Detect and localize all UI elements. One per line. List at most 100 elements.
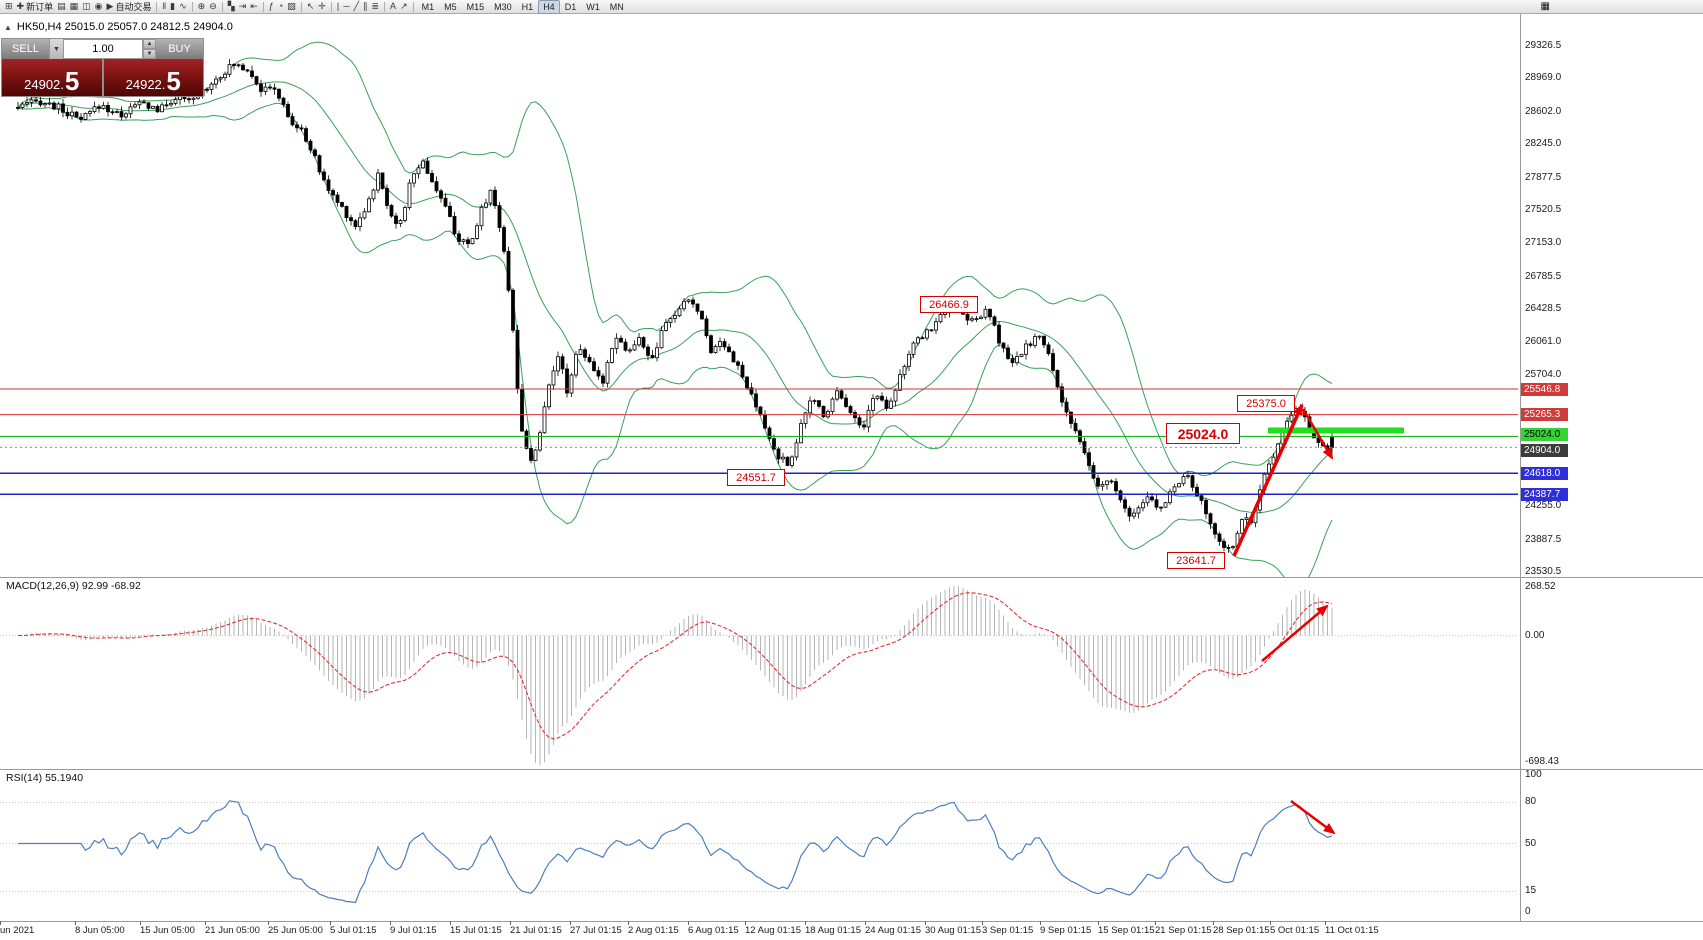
price-callout[interactable]: 25024.0	[1166, 423, 1240, 444]
time-axis-label: 12 Aug 01:15	[745, 925, 801, 936]
tile-windows-icon: ▚	[227, 1, 235, 11]
volume-decrease-button[interactable]: ▼	[143, 49, 156, 59]
periods-icon: ◔	[277, 1, 284, 11]
toolbar-separator	[191, 1, 193, 12]
volume-input[interactable]	[63, 39, 143, 59]
time-axis-label: un 2021	[0, 925, 35, 936]
tile-windows-icon[interactable]: ▚	[226, 1, 237, 13]
new-chart-icon[interactable]: ⊞	[3, 1, 15, 13]
buy-price-fraction: 5	[166, 66, 181, 97]
toolbar-separator	[262, 1, 264, 12]
price-axis-label: 28245.0	[1525, 138, 1562, 150]
price-axis-label: 28969.0	[1525, 72, 1562, 84]
time-axis-label: 21 Jul 01:15	[510, 925, 562, 936]
auto-scroll-icon: ⇥	[238, 1, 247, 11]
timeframe-m30[interactable]: M30	[494, 1, 512, 12]
chart-shift-icon[interactable]: ⇤	[248, 1, 260, 13]
auto-scroll-icon[interactable]: ⇥	[237, 1, 249, 13]
zoom-out-icon: ⊖	[209, 1, 217, 11]
periods-icon[interactable]: ◔	[276, 1, 285, 13]
rsi-label: RSI(14) 55.1940	[6, 772, 84, 784]
price-axis-label: 27877.5	[1525, 171, 1562, 183]
sell-price-button[interactable]: 24902. 5	[2, 59, 102, 96]
one-click-collapse-arrow[interactable]: ▲	[4, 22, 12, 32]
toolbar-separator	[330, 1, 332, 12]
time-axis-label: 5 Oct 01:15	[1270, 925, 1320, 936]
price-axis-label: 23530.5	[1525, 566, 1562, 577]
indicators-icon[interactable]: ƒ	[267, 1, 276, 13]
data-window-icon[interactable]: ▦	[68, 1, 81, 13]
candlestick-chart-icon: ▮	[170, 1, 176, 11]
chart-window-icon[interactable]: ▦	[1540, 1, 1550, 12]
candlestick-chart-icon[interactable]: ▮	[168, 1, 177, 13]
line-chart-icon[interactable]: ∿	[177, 1, 189, 13]
volume-dropdown[interactable]: ▼	[49, 39, 63, 59]
time-axis-label: 3 Sep 01:15	[982, 925, 1034, 936]
price-callout[interactable]: 23641.7	[1167, 552, 1225, 569]
crosshair-icon: ✛	[318, 1, 326, 11]
timeframe-w1[interactable]: W1	[586, 1, 600, 12]
timeframe-m15[interactable]: M15	[466, 1, 485, 12]
time-axis-label: 24 Aug 01:15	[865, 925, 921, 936]
timeframe-h4[interactable]: H4	[538, 0, 560, 14]
time-axis-label: 8 Jun 05:00	[75, 925, 125, 936]
zoom-in-icon[interactable]: ⊕	[196, 1, 208, 13]
horizontal-line-icon[interactable]: ─	[341, 1, 351, 13]
zoom-in-icon: ⊕	[197, 1, 206, 11]
templates-icon[interactable]: ▨	[285, 1, 298, 13]
text-label-icon[interactable]: A	[388, 1, 398, 13]
toolbar-separator	[156, 1, 158, 12]
crosshair-icon[interactable]: ✛	[316, 1, 328, 13]
vertical-line-icon[interactable]: |	[335, 1, 341, 13]
bar-chart-icon[interactable]: ‖	[160, 1, 168, 13]
time-axis-label: 27 Jul 01:15	[570, 925, 622, 936]
price-callout[interactable]: 26466.9	[920, 296, 978, 313]
text-label-icon: A	[390, 1, 397, 11]
trendline-icon[interactable]: ╱	[352, 1, 361, 13]
navigator-icon: ◫	[82, 1, 91, 11]
zoom-out-icon[interactable]: ⊖	[207, 1, 219, 13]
buy-button[interactable]: BUY	[156, 39, 203, 59]
macd-axis-label: 268.52	[1525, 581, 1556, 592]
price-axis-label: 26785.5	[1525, 270, 1562, 282]
volume-increase-button[interactable]: ▲	[143, 39, 156, 49]
price-tag: 25024.0	[1521, 427, 1568, 441]
buy-price-button[interactable]: 24922. 5	[103, 59, 203, 97]
market-watch-icon[interactable]: ▤	[55, 1, 68, 13]
market-watch-icon: ▤	[57, 1, 66, 11]
timeframe-h1[interactable]: H1	[521, 1, 534, 12]
macd-axis-label: -698.43	[1525, 756, 1559, 767]
symbol-info-text: HK50,H4 25015.0 25057.0 24812.5 24904.0	[16, 21, 233, 33]
price-tag: 25265.3	[1521, 408, 1568, 422]
autotrading-button[interactable]: ▶ 自动交易	[105, 1, 154, 13]
autotrading-button: ▶	[106, 1, 114, 11]
toolbar-separator	[300, 1, 302, 12]
toolbar-separator	[384, 1, 386, 12]
timeframe-d1[interactable]: D1	[564, 1, 577, 12]
symbol-info: ▲ HK50,H4 25015.0 25057.0 24812.5 24904.…	[4, 21, 233, 33]
time-axis-label: 21 Jun 05:00	[205, 925, 260, 936]
time-axis-label: 15 Jun 05:00	[140, 925, 195, 936]
cursor-icon[interactable]: ↖	[305, 1, 317, 13]
bar-chart-icon: ‖	[162, 1, 167, 11]
price-tag: 24387.7	[1521, 487, 1568, 501]
timeframe-m5[interactable]: M5	[444, 1, 457, 12]
price-callout[interactable]: 25375.0	[1237, 395, 1295, 412]
time-axis-label: 5 Jul 01:15	[330, 925, 377, 936]
fibonacci-icon[interactable]: ≣	[370, 1, 382, 13]
price-callout[interactable]: 24551.7	[727, 469, 785, 486]
macd-axis-label: 0.00	[1525, 629, 1545, 641]
new-chart-icon: ⊞	[5, 1, 13, 11]
timeframe-mn[interactable]: MN	[609, 1, 624, 12]
equidistant-channel-icon[interactable]: ∥	[361, 1, 370, 13]
sell-button[interactable]: SELL	[2, 39, 49, 59]
new-order-button[interactable]: ✚ 新订单	[15, 1, 56, 13]
terminal-icon[interactable]: ◉	[93, 1, 105, 13]
price-axis-label: 27520.5	[1525, 203, 1562, 215]
arrow-object-icon[interactable]: ↗	[398, 1, 410, 13]
new-order-button-label: 新订单	[26, 2, 54, 12]
price-axis-label: 29326.5	[1525, 40, 1562, 51]
timeframe-m1[interactable]: M1	[421, 1, 435, 12]
navigator-icon[interactable]: ◫	[80, 1, 93, 13]
